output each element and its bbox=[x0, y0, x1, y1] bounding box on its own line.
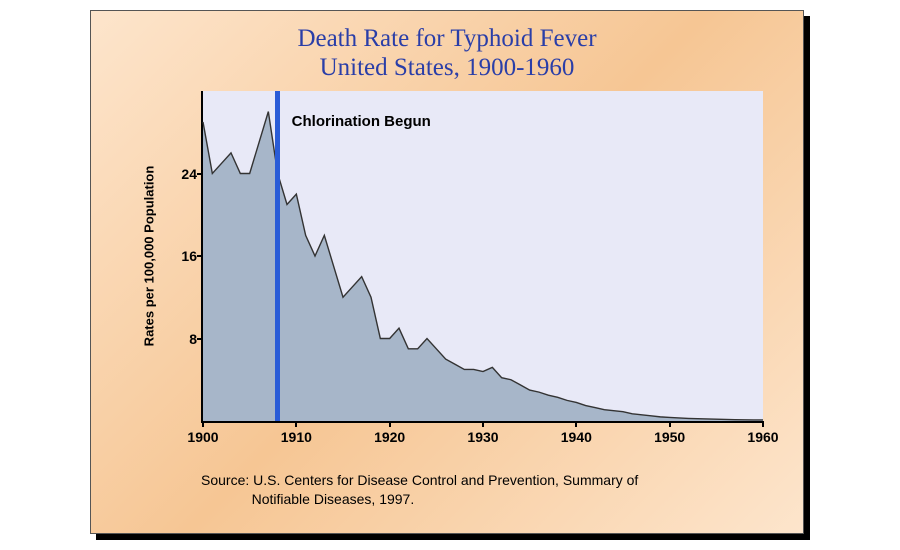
x-tick-label: 1920 bbox=[374, 429, 405, 445]
source-citation: Source: U.S. Centers for Disease Control… bbox=[201, 471, 761, 509]
x-tick-mark bbox=[575, 421, 577, 427]
y-tick-mark bbox=[197, 338, 203, 340]
y-axis-label: Rates per 100,000 Population bbox=[142, 166, 157, 347]
y-tick-label: 24 bbox=[157, 166, 197, 182]
x-tick-mark bbox=[762, 421, 764, 427]
y-tick-label: 8 bbox=[157, 331, 197, 347]
x-tick-label: 1950 bbox=[654, 429, 685, 445]
chart-title: Death Rate for Typhoid Fever United Stat… bbox=[91, 25, 803, 83]
x-tick-label: 1960 bbox=[747, 429, 778, 445]
source-line-2: Notifiable Diseases, 1997. bbox=[252, 491, 415, 507]
plot-area: Chlorination Begun 81624 190019101920193… bbox=[201, 91, 763, 423]
area-svg bbox=[203, 91, 763, 421]
x-tick-mark bbox=[202, 421, 204, 427]
chlorination-marker-line bbox=[275, 91, 280, 421]
y-tick-label: 16 bbox=[157, 248, 197, 264]
x-tick-mark bbox=[389, 421, 391, 427]
chart-container: Death Rate for Typhoid Fever United Stat… bbox=[90, 10, 810, 540]
y-tick-mark bbox=[197, 255, 203, 257]
x-tick-label: 1940 bbox=[561, 429, 592, 445]
title-line-1: Death Rate for Typhoid Fever bbox=[297, 25, 596, 52]
x-tick-mark bbox=[669, 421, 671, 427]
y-tick-mark bbox=[197, 173, 203, 175]
source-line-1: Source: U.S. Centers for Disease Control… bbox=[201, 472, 638, 488]
x-tick-mark bbox=[295, 421, 297, 427]
area-fill bbox=[203, 112, 763, 421]
x-tick-label: 1910 bbox=[281, 429, 312, 445]
x-tick-mark bbox=[482, 421, 484, 427]
chart-panel: Death Rate for Typhoid Fever United Stat… bbox=[90, 10, 804, 534]
title-line-2: United States, 1900-1960 bbox=[320, 54, 575, 81]
x-tick-label: 1900 bbox=[187, 429, 218, 445]
x-tick-label: 1930 bbox=[467, 429, 498, 445]
chlorination-label: Chlorination Begun bbox=[292, 113, 431, 130]
